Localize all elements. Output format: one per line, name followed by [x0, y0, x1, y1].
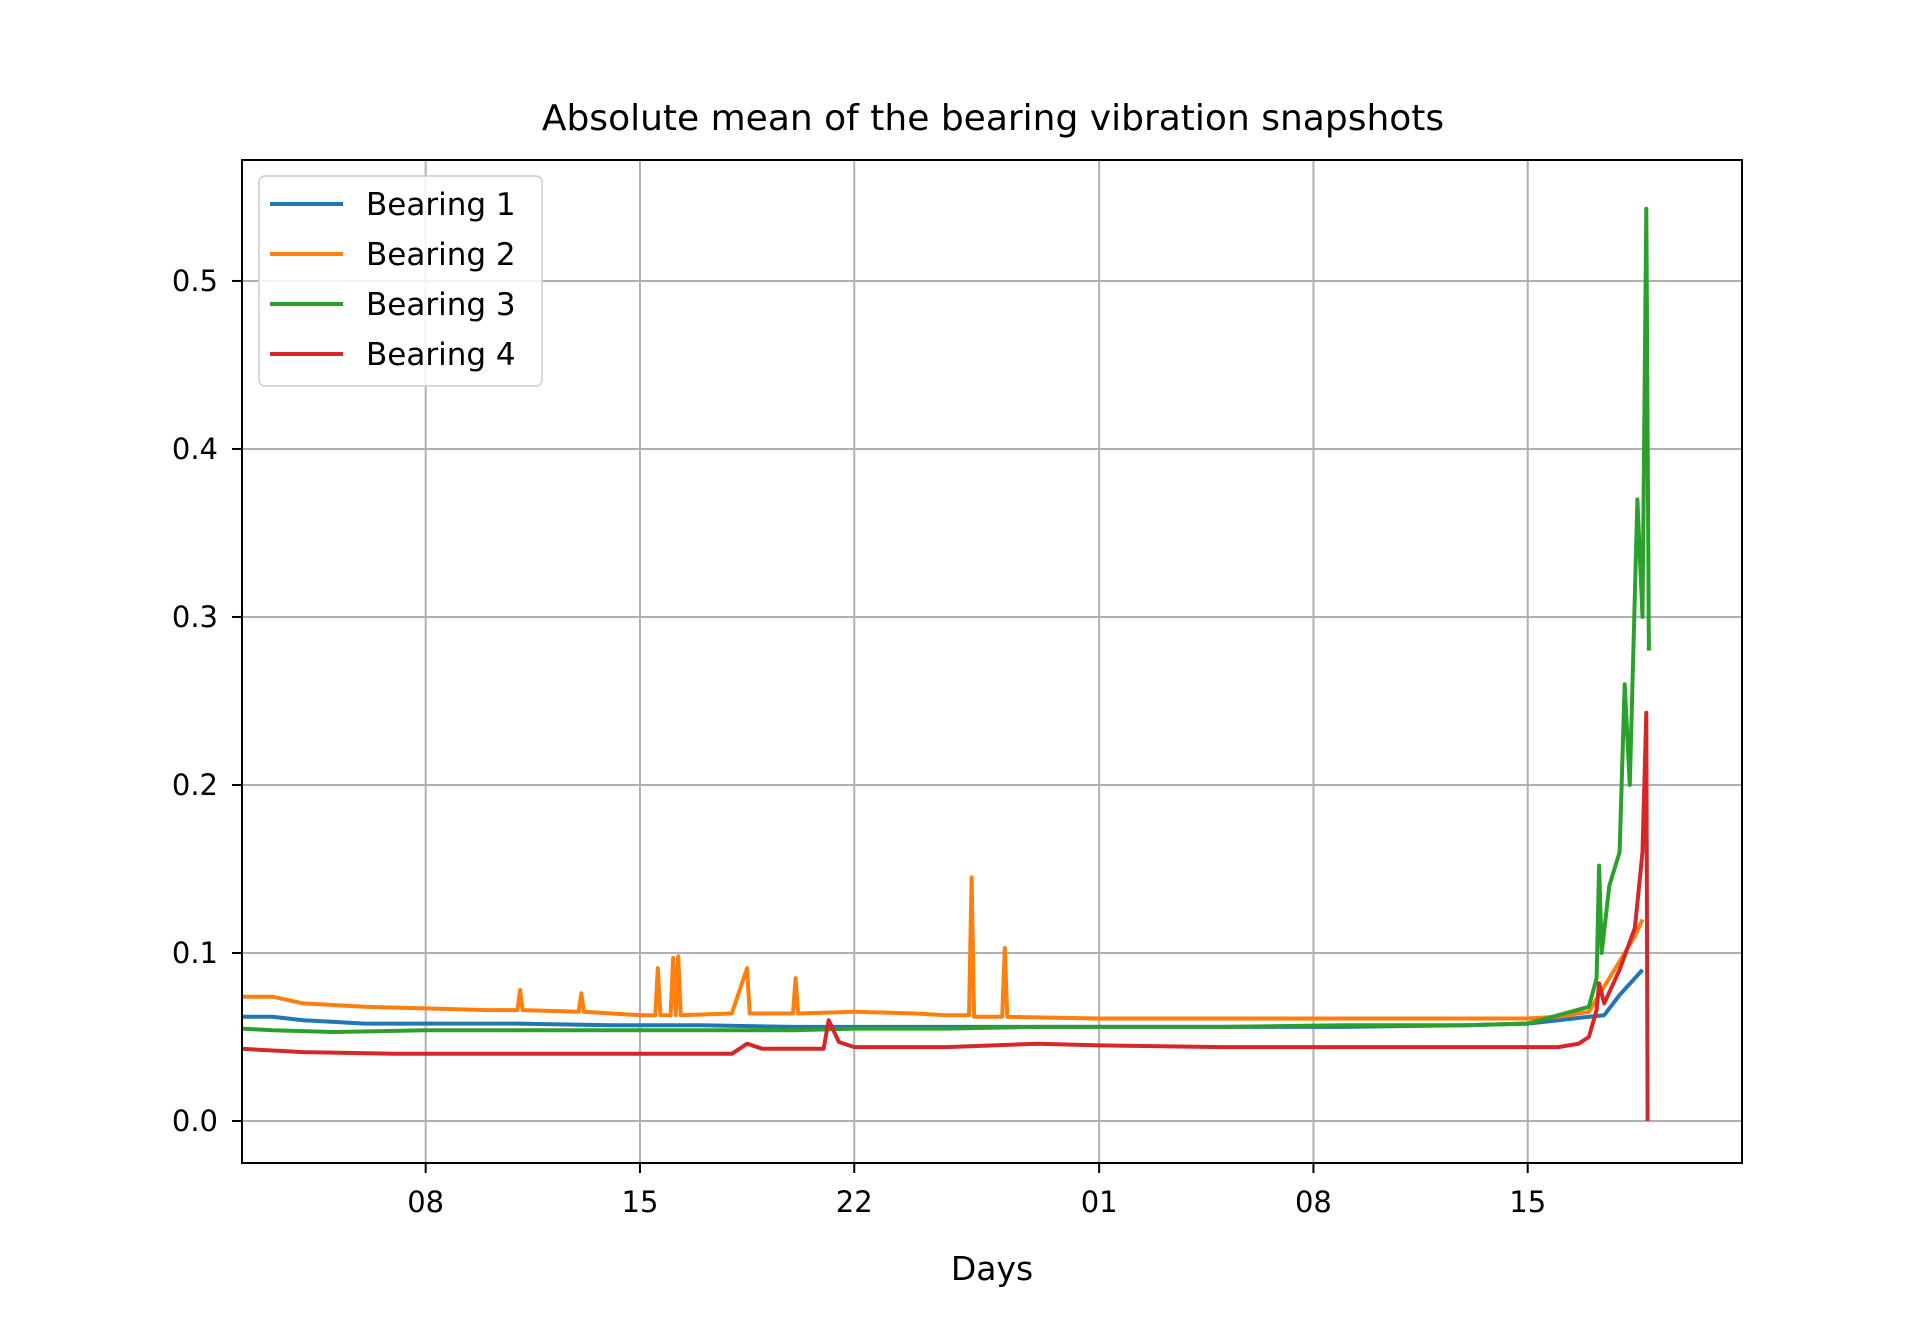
series-line-bearing-3 [241, 206, 1651, 1034]
plot-frame [241, 159, 1743, 1164]
y-tick-label: 0.5 [172, 264, 218, 298]
x-axis-label: Days [951, 1249, 1033, 1288]
legend-label-bearing-2: Bearing 2 [366, 237, 516, 273]
y-tick-label: 0.4 [172, 432, 218, 466]
x-tick-label: 08 [407, 1185, 444, 1219]
grid [242, 160, 1742, 1163]
x-tick-label: 08 [1295, 1185, 1332, 1219]
legend: Bearing 1 Bearing 2 Bearing 3 Bearing 4 [258, 175, 543, 387]
series-layer [241, 206, 1651, 1122]
y-tick-label: 0.3 [172, 600, 218, 634]
x-axis: 08 15 22 01 08 15 [407, 1163, 1546, 1219]
y-tick-label: 0.0 [172, 1104, 218, 1138]
legend-label-bearing-4: Bearing 4 [366, 337, 516, 373]
x-tick-label: 22 [836, 1185, 873, 1219]
x-tick-label: 01 [1081, 1185, 1118, 1219]
y-tick-label: 0.2 [172, 768, 218, 802]
legend-label-bearing-3: Bearing 3 [366, 287, 516, 323]
legend-box [258, 175, 543, 387]
x-tick-label: 15 [1509, 1185, 1546, 1219]
legend-label-bearing-1: Bearing 1 [366, 187, 516, 223]
chart-title: Absolute mean of the bearing vibration s… [542, 98, 1444, 139]
y-axis: 0.0 0.1 0.2 0.3 0.4 0.5 [172, 264, 242, 1138]
x-tick-label: 15 [622, 1185, 659, 1219]
series-line-bearing-2 [242, 875, 1645, 1021]
series-line-bearing-4 [241, 710, 1650, 1122]
y-tick-label: 0.1 [172, 936, 218, 970]
